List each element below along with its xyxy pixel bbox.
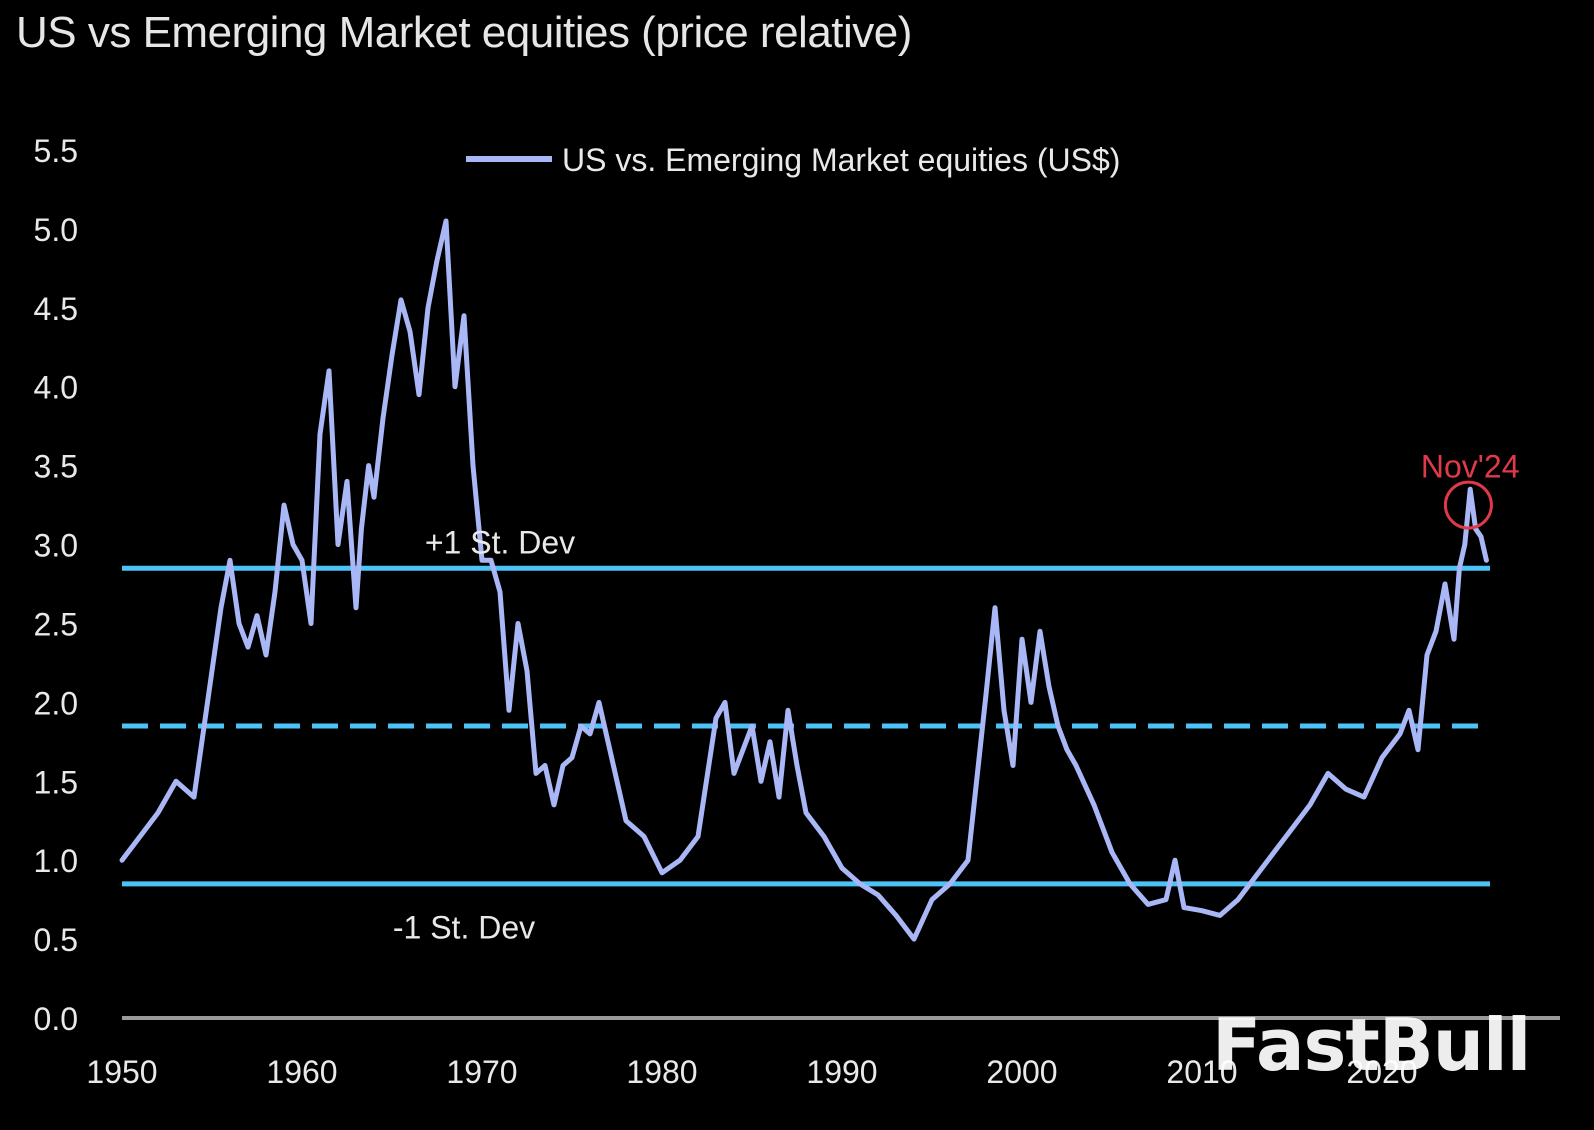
x-tick-label: 1980 — [626, 1054, 697, 1090]
reference-lines — [122, 565, 1490, 887]
legend: US vs. Emerging Market equities (US$) — [466, 142, 1120, 178]
series-layer — [119, 218, 1489, 942]
stdev-annotation-0: +1 St. Dev — [425, 524, 575, 560]
x-tick-label: 1990 — [806, 1054, 877, 1090]
x-tick-label: 1960 — [266, 1054, 337, 1090]
annotations: +1 St. Dev -1 St. Dev Nov'24 — [393, 449, 1520, 946]
y-tick-label: 4.5 — [34, 291, 78, 327]
x-tick-label: 2020 — [1346, 1054, 1417, 1090]
y-tick-label: 2.5 — [34, 606, 78, 642]
watermark-logo: FastBull — [1212, 1003, 1531, 1087]
y-tick-label: 1.0 — [34, 843, 78, 879]
y-tick-label: 0.0 — [34, 1001, 78, 1037]
y-axis-ticks: 0.0 0.5 1.0 1.5 2.0 2.5 3.0 3.5 4.0 4.5 5.0 5.5 — [34, 133, 78, 1037]
x-axis-ticks: 1950 1960 1970 1980 1990 2000 2010 2020 — [86, 1054, 1417, 1090]
highlight-circle — [1443, 480, 1493, 530]
y-tick-label: 5.5 — [34, 133, 78, 169]
y-tick-label: 5.0 — [34, 212, 78, 248]
nov24-annotation: Nov'24 — [1421, 449, 1520, 485]
x-tick-label: 1950 — [86, 1054, 157, 1090]
stdev-annotation-1: -1 St. Dev — [393, 909, 535, 945]
x-tick-label: 2010 — [1166, 1054, 1237, 1090]
y-tick-label: 2.0 — [34, 685, 78, 721]
y-tick-label: 1.5 — [34, 764, 78, 800]
chart-title: US vs Emerging Market equities (price re… — [16, 8, 912, 57]
y-tick-label: 3.0 — [34, 528, 78, 564]
legend-label: US vs. Emerging Market equities (US$) — [562, 142, 1120, 178]
series-line — [119, 218, 1489, 942]
y-tick-label: 0.5 — [34, 922, 78, 958]
y-tick-label: 4.0 — [34, 370, 78, 406]
y-tick-label: 3.5 — [34, 449, 78, 485]
x-tick-label: 2000 — [986, 1054, 1057, 1090]
x-tick-label: 1970 — [446, 1054, 517, 1090]
